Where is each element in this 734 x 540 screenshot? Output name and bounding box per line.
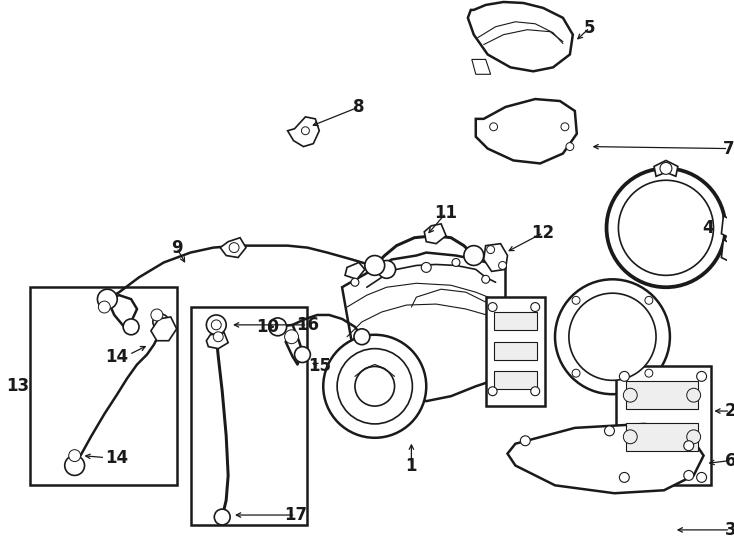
Circle shape	[69, 450, 81, 462]
Circle shape	[619, 180, 713, 275]
Text: 16: 16	[296, 316, 319, 334]
Circle shape	[365, 255, 385, 275]
Circle shape	[229, 242, 239, 253]
Circle shape	[561, 123, 569, 131]
Circle shape	[302, 127, 309, 134]
Circle shape	[151, 309, 163, 321]
Circle shape	[697, 472, 707, 482]
Circle shape	[354, 329, 370, 345]
Circle shape	[623, 430, 637, 444]
Polygon shape	[342, 253, 506, 401]
Text: 3: 3	[724, 521, 734, 539]
Circle shape	[285, 330, 299, 343]
Circle shape	[378, 260, 396, 278]
Circle shape	[660, 163, 672, 174]
Polygon shape	[722, 216, 731, 238]
Circle shape	[623, 388, 637, 402]
Bar	[493, 372, 537, 389]
Circle shape	[355, 367, 395, 406]
Text: 15: 15	[308, 357, 331, 375]
Circle shape	[605, 426, 614, 436]
Circle shape	[123, 319, 139, 335]
Polygon shape	[288, 117, 319, 146]
Bar	[626, 423, 697, 451]
Circle shape	[520, 436, 530, 446]
Text: 12: 12	[531, 224, 555, 242]
Text: 14: 14	[106, 449, 128, 467]
Text: 1: 1	[406, 456, 417, 475]
Bar	[493, 312, 537, 330]
Circle shape	[569, 293, 656, 380]
Polygon shape	[472, 59, 490, 75]
Polygon shape	[151, 317, 177, 341]
Polygon shape	[468, 2, 573, 71]
Bar	[626, 381, 697, 409]
Circle shape	[498, 261, 506, 269]
Circle shape	[153, 314, 169, 330]
Text: 10: 10	[256, 318, 279, 336]
Text: 5: 5	[584, 19, 595, 37]
Circle shape	[697, 372, 707, 381]
Circle shape	[206, 315, 226, 335]
Circle shape	[98, 301, 110, 313]
Circle shape	[619, 372, 629, 381]
Circle shape	[269, 318, 286, 336]
Circle shape	[211, 320, 221, 330]
Circle shape	[645, 369, 653, 377]
Text: 8: 8	[353, 98, 365, 116]
Polygon shape	[206, 333, 228, 349]
Polygon shape	[722, 240, 731, 261]
Circle shape	[351, 278, 359, 286]
Circle shape	[487, 246, 495, 254]
Text: 9: 9	[171, 239, 183, 256]
Circle shape	[572, 369, 580, 377]
Circle shape	[645, 296, 653, 305]
Bar	[191, 307, 308, 525]
Circle shape	[452, 259, 460, 266]
Bar	[617, 367, 711, 485]
Text: 13: 13	[7, 377, 30, 395]
Circle shape	[98, 289, 117, 309]
Circle shape	[214, 332, 223, 342]
Text: 7: 7	[722, 139, 734, 158]
Circle shape	[65, 456, 84, 475]
Bar	[493, 342, 537, 360]
Circle shape	[490, 123, 498, 131]
Circle shape	[555, 279, 670, 394]
Circle shape	[572, 296, 580, 305]
Circle shape	[294, 347, 310, 362]
Text: 17: 17	[284, 506, 307, 524]
Circle shape	[531, 387, 539, 396]
Text: 2: 2	[724, 402, 734, 420]
Circle shape	[566, 143, 574, 151]
Circle shape	[421, 262, 431, 272]
Text: 14: 14	[106, 348, 128, 366]
Polygon shape	[484, 244, 507, 272]
Circle shape	[606, 168, 725, 287]
Circle shape	[687, 388, 701, 402]
Circle shape	[488, 302, 497, 312]
Polygon shape	[507, 424, 704, 493]
Text: 6: 6	[724, 451, 734, 470]
Text: 4: 4	[702, 219, 714, 237]
Circle shape	[687, 430, 701, 444]
Circle shape	[684, 441, 694, 451]
Bar	[30, 287, 177, 485]
Polygon shape	[424, 224, 446, 244]
Circle shape	[482, 275, 490, 284]
Polygon shape	[220, 238, 246, 258]
Circle shape	[337, 349, 413, 424]
Circle shape	[684, 470, 694, 481]
Circle shape	[531, 302, 539, 312]
Polygon shape	[345, 262, 365, 279]
Polygon shape	[476, 99, 577, 164]
Circle shape	[464, 246, 484, 266]
Text: 11: 11	[435, 204, 457, 222]
Circle shape	[323, 335, 426, 438]
Circle shape	[488, 387, 497, 396]
Circle shape	[214, 509, 230, 525]
Polygon shape	[654, 160, 677, 176]
Bar	[486, 297, 545, 406]
Circle shape	[619, 472, 629, 482]
